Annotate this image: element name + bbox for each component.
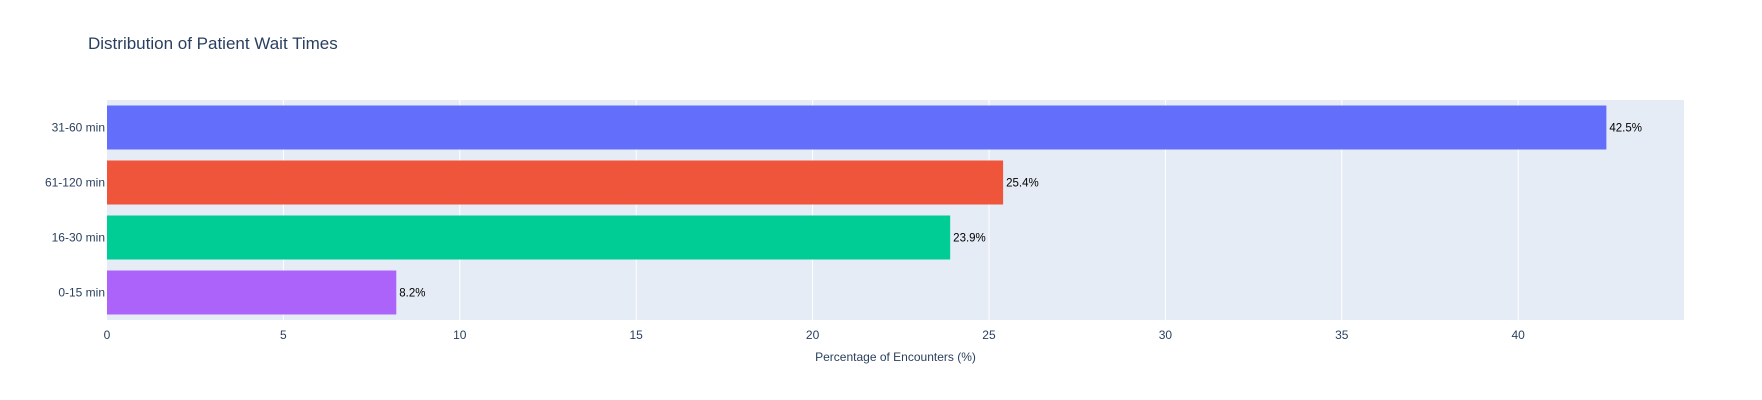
bar-0-15-min	[107, 270, 397, 315]
x-tick-label: 0	[104, 328, 111, 342]
x-tick-label: 30	[1159, 328, 1173, 342]
bar-61-120-min	[107, 160, 1004, 205]
x-tick-label: 5	[280, 328, 287, 342]
x-axis-title: Percentage of Encounters (%)	[815, 350, 976, 364]
y-tick-label: 0-15 min	[58, 286, 105, 300]
bar-value-label: 42.5%	[1609, 123, 1642, 135]
x-tick-label: 35	[1335, 328, 1349, 342]
x-tick-label: 20	[806, 328, 820, 342]
x-tick-label: 40	[1512, 328, 1526, 342]
x-tick-label: 15	[630, 328, 644, 342]
y-axis-tick-labels: 31-60 min 61-120 min 16-30 min 0-15 min	[45, 121, 105, 300]
bar-value-label: 23.9%	[953, 233, 986, 245]
bars-group	[107, 105, 1607, 315]
bar-labels-group: 42.5% 25.4% 23.9% 8.2%	[399, 123, 1642, 300]
y-tick-label: 31-60 min	[52, 121, 105, 135]
x-tick-label: 25	[982, 328, 996, 342]
bar-31-60-min	[107, 105, 1607, 150]
x-tick-label: 10	[453, 328, 467, 342]
bar-16-30-min	[107, 215, 951, 260]
y-tick-label: 16-30 min	[52, 231, 105, 245]
chart-title: Distribution of Patient Wait Times	[88, 34, 338, 53]
bar-value-label: 8.2%	[399, 288, 425, 300]
bar-value-label: 25.4%	[1006, 178, 1039, 190]
x-axis-tick-labels: 0 5 10 15 20 25 30 35 40	[104, 328, 1526, 342]
y-tick-label: 61-120 min	[45, 176, 105, 190]
